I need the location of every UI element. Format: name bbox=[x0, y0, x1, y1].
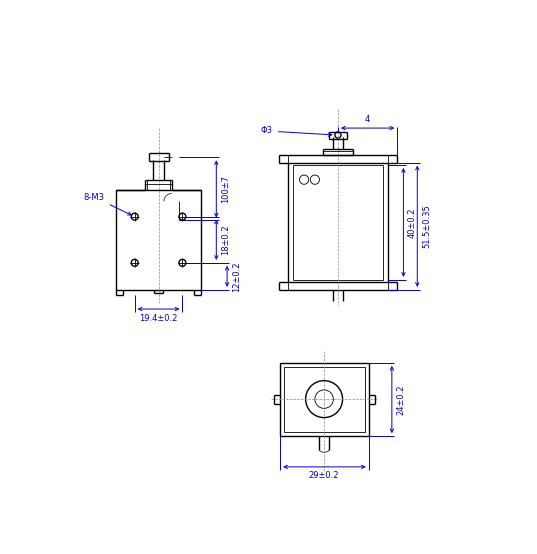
Text: 12±0.2: 12±0.2 bbox=[231, 261, 241, 291]
Text: 19.4±0.2: 19.4±0.2 bbox=[140, 314, 178, 322]
Text: 24±0.2: 24±0.2 bbox=[396, 384, 405, 415]
Text: 100±7: 100±7 bbox=[221, 175, 230, 203]
Text: 40±0.2: 40±0.2 bbox=[408, 207, 417, 238]
Text: 18±0.2: 18±0.2 bbox=[221, 224, 230, 255]
Text: Φ3: Φ3 bbox=[261, 126, 332, 136]
Text: 51.5±0.35: 51.5±0.35 bbox=[422, 204, 431, 248]
Bar bbox=[284, 367, 365, 432]
Text: 4: 4 bbox=[365, 115, 370, 124]
Text: 8-M3: 8-M3 bbox=[84, 193, 131, 215]
Bar bbox=[116, 189, 201, 290]
Text: 29±0.2: 29±0.2 bbox=[309, 471, 339, 480]
Bar bbox=[280, 363, 369, 436]
